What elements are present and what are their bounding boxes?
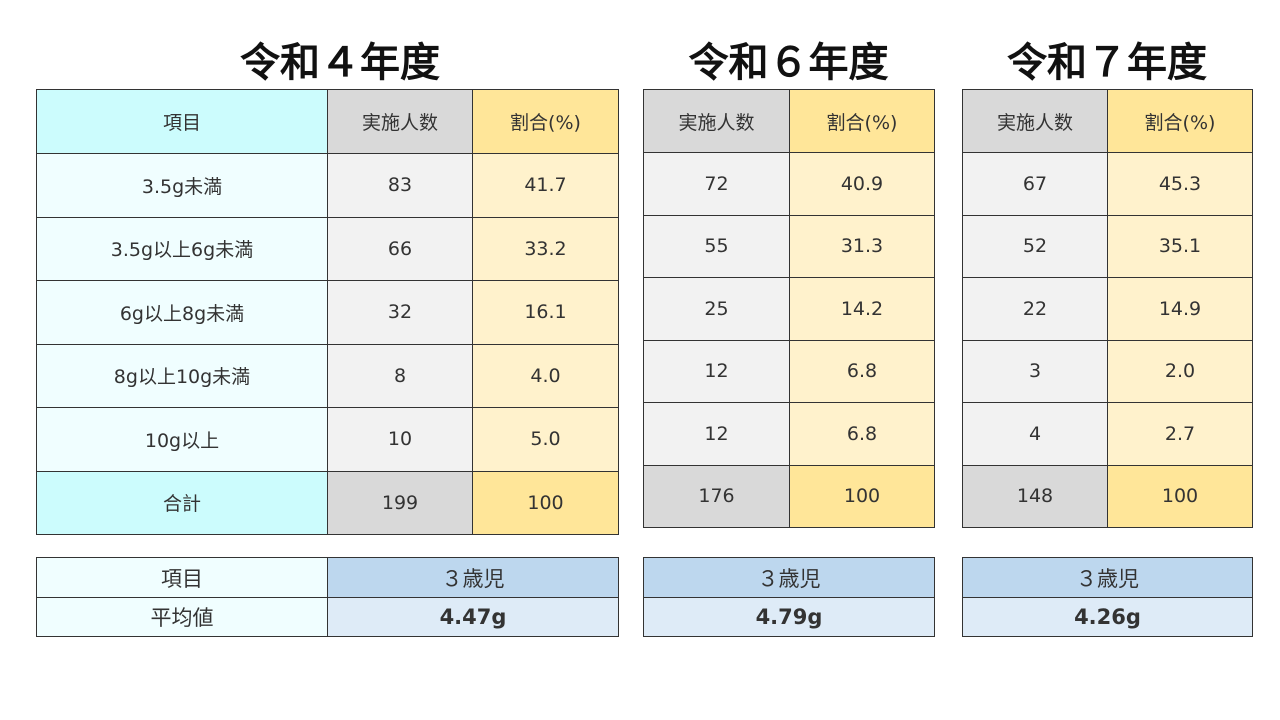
count-cell: 52 [962, 214, 1108, 278]
percent-cell: 6.8 [789, 402, 935, 466]
count-cell: 199 [327, 470, 473, 535]
average-value: 4.47g [327, 597, 619, 637]
count-cell: 4 [962, 402, 1108, 466]
count-cell: 83 [327, 153, 473, 218]
percent-cell: 14.9 [1107, 277, 1253, 341]
count-cell: 3 [962, 339, 1108, 403]
header-count: 実施人数 [962, 89, 1108, 153]
header-count: 実施人数 [643, 89, 790, 153]
count-cell: 32 [327, 280, 473, 345]
average-value: 4.79g [643, 597, 935, 637]
count-cell: 12 [643, 339, 790, 403]
header-percent: 割合(%) [1107, 89, 1253, 153]
total-row: 合計 199 100 [36, 470, 619, 535]
table-row: 52 35.1 [962, 214, 1253, 278]
total-row: 148 100 [962, 464, 1253, 528]
year-title: 令和６年度 [688, 40, 889, 86]
year-title: 令和７年度 [1007, 40, 1207, 86]
percent-cell: 2.7 [1107, 402, 1253, 466]
row-label: 6g以上8g未満 [36, 280, 328, 345]
average-table: 項目 ３歳児 平均値 4.47g [36, 557, 619, 637]
percent-cell: 16.1 [472, 280, 619, 345]
table-row: 22 14.9 [962, 277, 1253, 341]
percent-cell: 100 [1107, 464, 1253, 528]
average-table: ３歳児 4.79g [643, 557, 935, 637]
row-label: 合計 [36, 470, 328, 535]
table-row: 67 45.3 [962, 152, 1253, 216]
count-cell: 25 [643, 277, 790, 341]
table-row: 6g以上8g未満 32 16.1 [36, 280, 619, 345]
header-count: 実施人数 [327, 89, 473, 154]
count-cell: 67 [962, 152, 1108, 216]
count-cell: 8 [327, 343, 473, 408]
salt-intake-table: 実施人数 割合(%) 67 45.3 52 35.1 22 14.9 3 2.0 4 2.7 148 10… [962, 89, 1253, 528]
average-item-label: 項目 [36, 557, 328, 598]
total-row: 176 100 [643, 464, 935, 528]
table-row: 12 6.8 [643, 402, 935, 466]
percent-cell: 14.2 [789, 277, 935, 341]
age-group-header: ３歳児 [962, 557, 1253, 598]
row-label: 3.5g以上6g未満 [36, 216, 328, 281]
count-cell: 55 [643, 214, 790, 278]
row-label: 10g以上 [36, 407, 328, 472]
header-item: 項目 [36, 89, 328, 154]
table-row: 3.5g以上6g未満 66 33.2 [36, 216, 619, 281]
percent-cell: 41.7 [472, 153, 619, 218]
header-percent: 割合(%) [789, 89, 935, 153]
count-cell: 12 [643, 402, 790, 466]
count-cell: 72 [643, 152, 790, 216]
age-group-header: ３歳児 [327, 557, 619, 598]
row-label: 8g以上10g未満 [36, 343, 328, 408]
salt-intake-table: 実施人数 割合(%) 72 40.9 55 31.3 25 14.2 12 6.8 12 6.8 176… [643, 89, 935, 528]
percent-cell: 31.3 [789, 214, 935, 278]
table-row: 4 2.7 [962, 402, 1253, 466]
salt-intake-table: 項目 実施人数 割合(%) 3.5g未満 83 41.7 3.5g以上6g未満 66 33.2 6… [36, 89, 619, 535]
table-row: 55 31.3 [643, 214, 935, 278]
header-row: 実施人数 割合(%) [643, 89, 935, 153]
table-row: 12 6.8 [643, 339, 935, 403]
table-row: 25 14.2 [643, 277, 935, 341]
table-row: 10g以上 10 5.0 [36, 407, 619, 472]
header-row: 実施人数 割合(%) [962, 89, 1253, 153]
count-cell: 10 [327, 407, 473, 472]
table-row: 3 2.0 [962, 339, 1253, 403]
percent-cell: 100 [789, 464, 935, 528]
row-label: 3.5g未満 [36, 153, 328, 218]
percent-cell: 45.3 [1107, 152, 1253, 216]
average-row-label: 平均値 [36, 597, 328, 637]
count-cell: 22 [962, 277, 1108, 341]
year-title: 令和４年度 [240, 40, 440, 86]
average-table: ３歳児 4.26g [962, 557, 1253, 637]
percent-cell: 4.0 [472, 343, 619, 408]
table-row: 3.5g未満 83 41.7 [36, 153, 619, 218]
table-row: 8g以上10g未満 8 4.0 [36, 343, 619, 408]
table-row: 72 40.9 [643, 152, 935, 216]
percent-cell: 35.1 [1107, 214, 1253, 278]
percent-cell: 5.0 [472, 407, 619, 472]
percent-cell: 40.9 [789, 152, 935, 216]
average-value: 4.26g [962, 597, 1253, 637]
header-row: 項目 実施人数 割合(%) [36, 89, 619, 154]
header-percent: 割合(%) [472, 89, 619, 154]
count-cell: 148 [962, 464, 1108, 528]
percent-cell: 2.0 [1107, 339, 1253, 403]
percent-cell: 6.8 [789, 339, 935, 403]
percent-cell: 100 [472, 470, 619, 535]
count-cell: 176 [643, 464, 790, 528]
age-group-header: ３歳児 [643, 557, 935, 598]
percent-cell: 33.2 [472, 216, 619, 281]
count-cell: 66 [327, 216, 473, 281]
